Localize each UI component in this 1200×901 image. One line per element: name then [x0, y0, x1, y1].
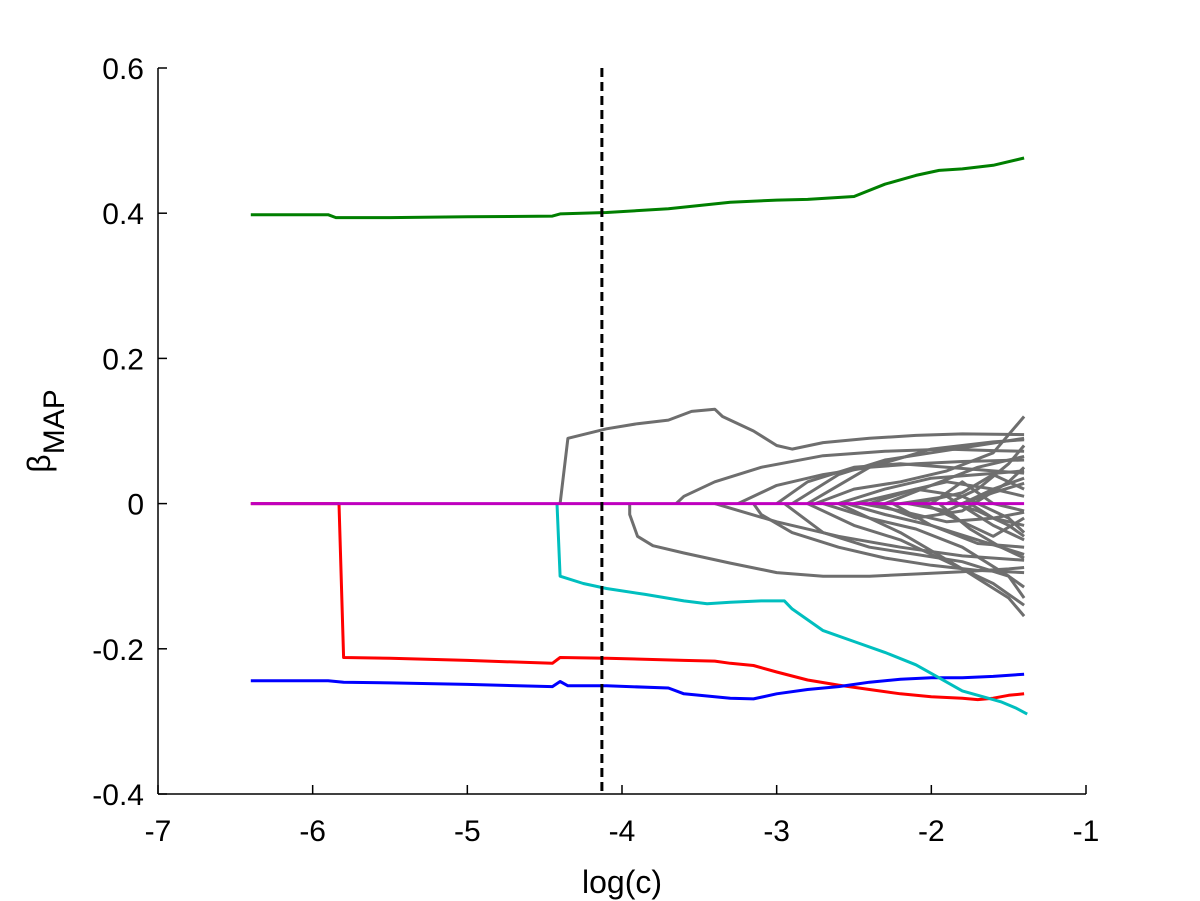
gray-series-line — [961, 481, 1025, 506]
series-line — [555, 503, 1028, 716]
x-tick-label: -1 — [1073, 815, 1100, 848]
gray-series-line — [969, 502, 1025, 520]
gray-series-line — [814, 415, 1026, 506]
y-tick-label: 0.6 — [102, 53, 144, 86]
gray-series-line — [806, 502, 1025, 607]
y-ticks: -0.4 -0.2 0 0.2 0.4 0.6 — [92, 53, 167, 812]
gray-series-group — [558, 407, 1026, 618]
x-tick-label: -3 — [763, 815, 790, 848]
y-tick-label: -0.2 — [92, 634, 144, 667]
y-tick-label: 0.4 — [102, 198, 144, 231]
gray-series-line — [628, 503, 1025, 578]
y-axis-label-subscript: MAP — [38, 389, 71, 454]
y-tick-label: -0.4 — [92, 779, 144, 812]
gray-series-line — [876, 466, 1026, 520]
y-tick-label: 0 — [127, 489, 144, 522]
x-tick-label: -7 — [145, 815, 172, 848]
x-tick-label: -4 — [609, 815, 636, 848]
y-axis-label: βMAP — [21, 389, 71, 472]
series-line — [250, 672, 1025, 701]
gray-series-line — [806, 438, 1025, 505]
y-tick-label: 0.2 — [102, 343, 144, 376]
gray-series-line — [891, 502, 1025, 549]
gray-series-line — [900, 494, 1025, 542]
y-axis-label-main: β — [21, 454, 57, 472]
gray-series-line — [714, 502, 1025, 562]
gray-series-line — [775, 462, 1025, 505]
x-tick-label: -2 — [918, 815, 945, 848]
colored-series-group — [250, 156, 1028, 716]
x-tick-label: -5 — [454, 815, 481, 848]
gray-series-line — [558, 407, 1025, 504]
gray-series-line — [853, 480, 1025, 506]
x-ticks: -7 -6 -5 -4 -3 -2 -1 — [145, 785, 1100, 848]
x-tick-label: -6 — [299, 815, 326, 848]
gray-series-line — [884, 454, 1025, 505]
gray-series-line — [930, 480, 1025, 513]
series-line — [250, 502, 1025, 702]
gray-series-line — [946, 444, 1026, 505]
x-axis-label: log(c) — [582, 864, 662, 900]
gray-series-line — [675, 447, 1025, 505]
gray-series-line — [938, 502, 1025, 560]
gray-series-line — [837, 502, 1026, 618]
series-line — [250, 156, 1025, 220]
